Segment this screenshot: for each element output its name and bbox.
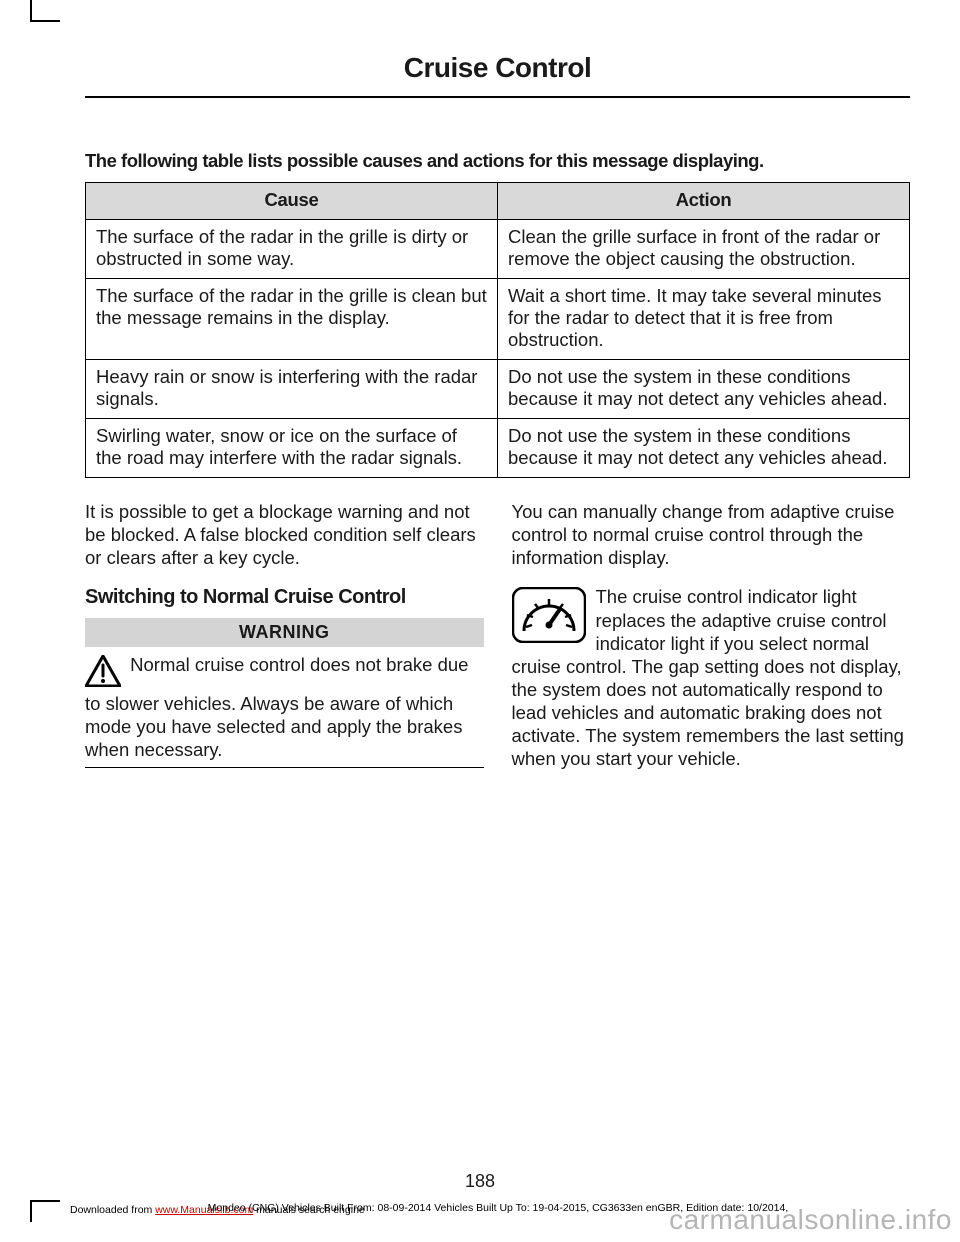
paragraph: You can manually change from adaptive cr…	[512, 500, 911, 569]
indicator-paragraph: The cruise control indicator light repla…	[512, 585, 911, 770]
warning-body: Normal cruise control does not brake due…	[85, 653, 484, 762]
table-row: Heavy rain or snow is interfering with t…	[86, 360, 910, 419]
cell-cause: The surface of the radar in the grille i…	[86, 220, 498, 279]
page-title: Cruise Control	[85, 52, 910, 98]
crop-mark	[30, 1200, 60, 1222]
speedometer-icon	[512, 587, 586, 648]
cell-cause: The surface of the radar in the grille i…	[86, 279, 498, 360]
cell-action: Do not use the system in these condition…	[498, 360, 910, 419]
cell-action: Clean the grille surface in front of the…	[498, 220, 910, 279]
cell-action: Do not use the system in these condition…	[498, 419, 910, 478]
table-row: The surface of the radar in the grille i…	[86, 220, 910, 279]
paragraph: It is possible to get a blockage warning…	[85, 500, 484, 569]
warning-block: WARNING Normal cruise control does not b…	[85, 618, 484, 768]
warning-triangle-icon	[85, 655, 121, 692]
page-number: 188	[0, 1171, 960, 1192]
table-intro: The following table lists possible cause…	[85, 150, 910, 172]
cause-action-table: Cause Action The surface of the radar in…	[85, 182, 910, 478]
col-header-cause: Cause	[86, 183, 498, 220]
page-content: Cruise Control The following table lists…	[85, 52, 910, 1202]
subheading: Switching to Normal Cruise Control	[85, 585, 484, 610]
watermark: carmanualsonline.info	[669, 1204, 952, 1236]
warning-text: Normal cruise control does not brake due…	[85, 654, 468, 760]
col-header-action: Action	[498, 183, 910, 220]
table-row: Swirling water, snow or ice on the surfa…	[86, 419, 910, 478]
body-columns: It is possible to get a blockage warning…	[85, 500, 910, 784]
crop-mark	[30, 0, 60, 22]
table-row: The surface of the radar in the grille i…	[86, 279, 910, 360]
cell-action: Wait a short time. It may take several m…	[498, 279, 910, 360]
warning-label: WARNING	[85, 618, 484, 647]
footer-prefix: Downloaded from	[70, 1204, 155, 1216]
cell-cause: Swirling water, snow or ice on the surfa…	[86, 419, 498, 478]
cell-cause: Heavy rain or snow is interfering with t…	[86, 360, 498, 419]
